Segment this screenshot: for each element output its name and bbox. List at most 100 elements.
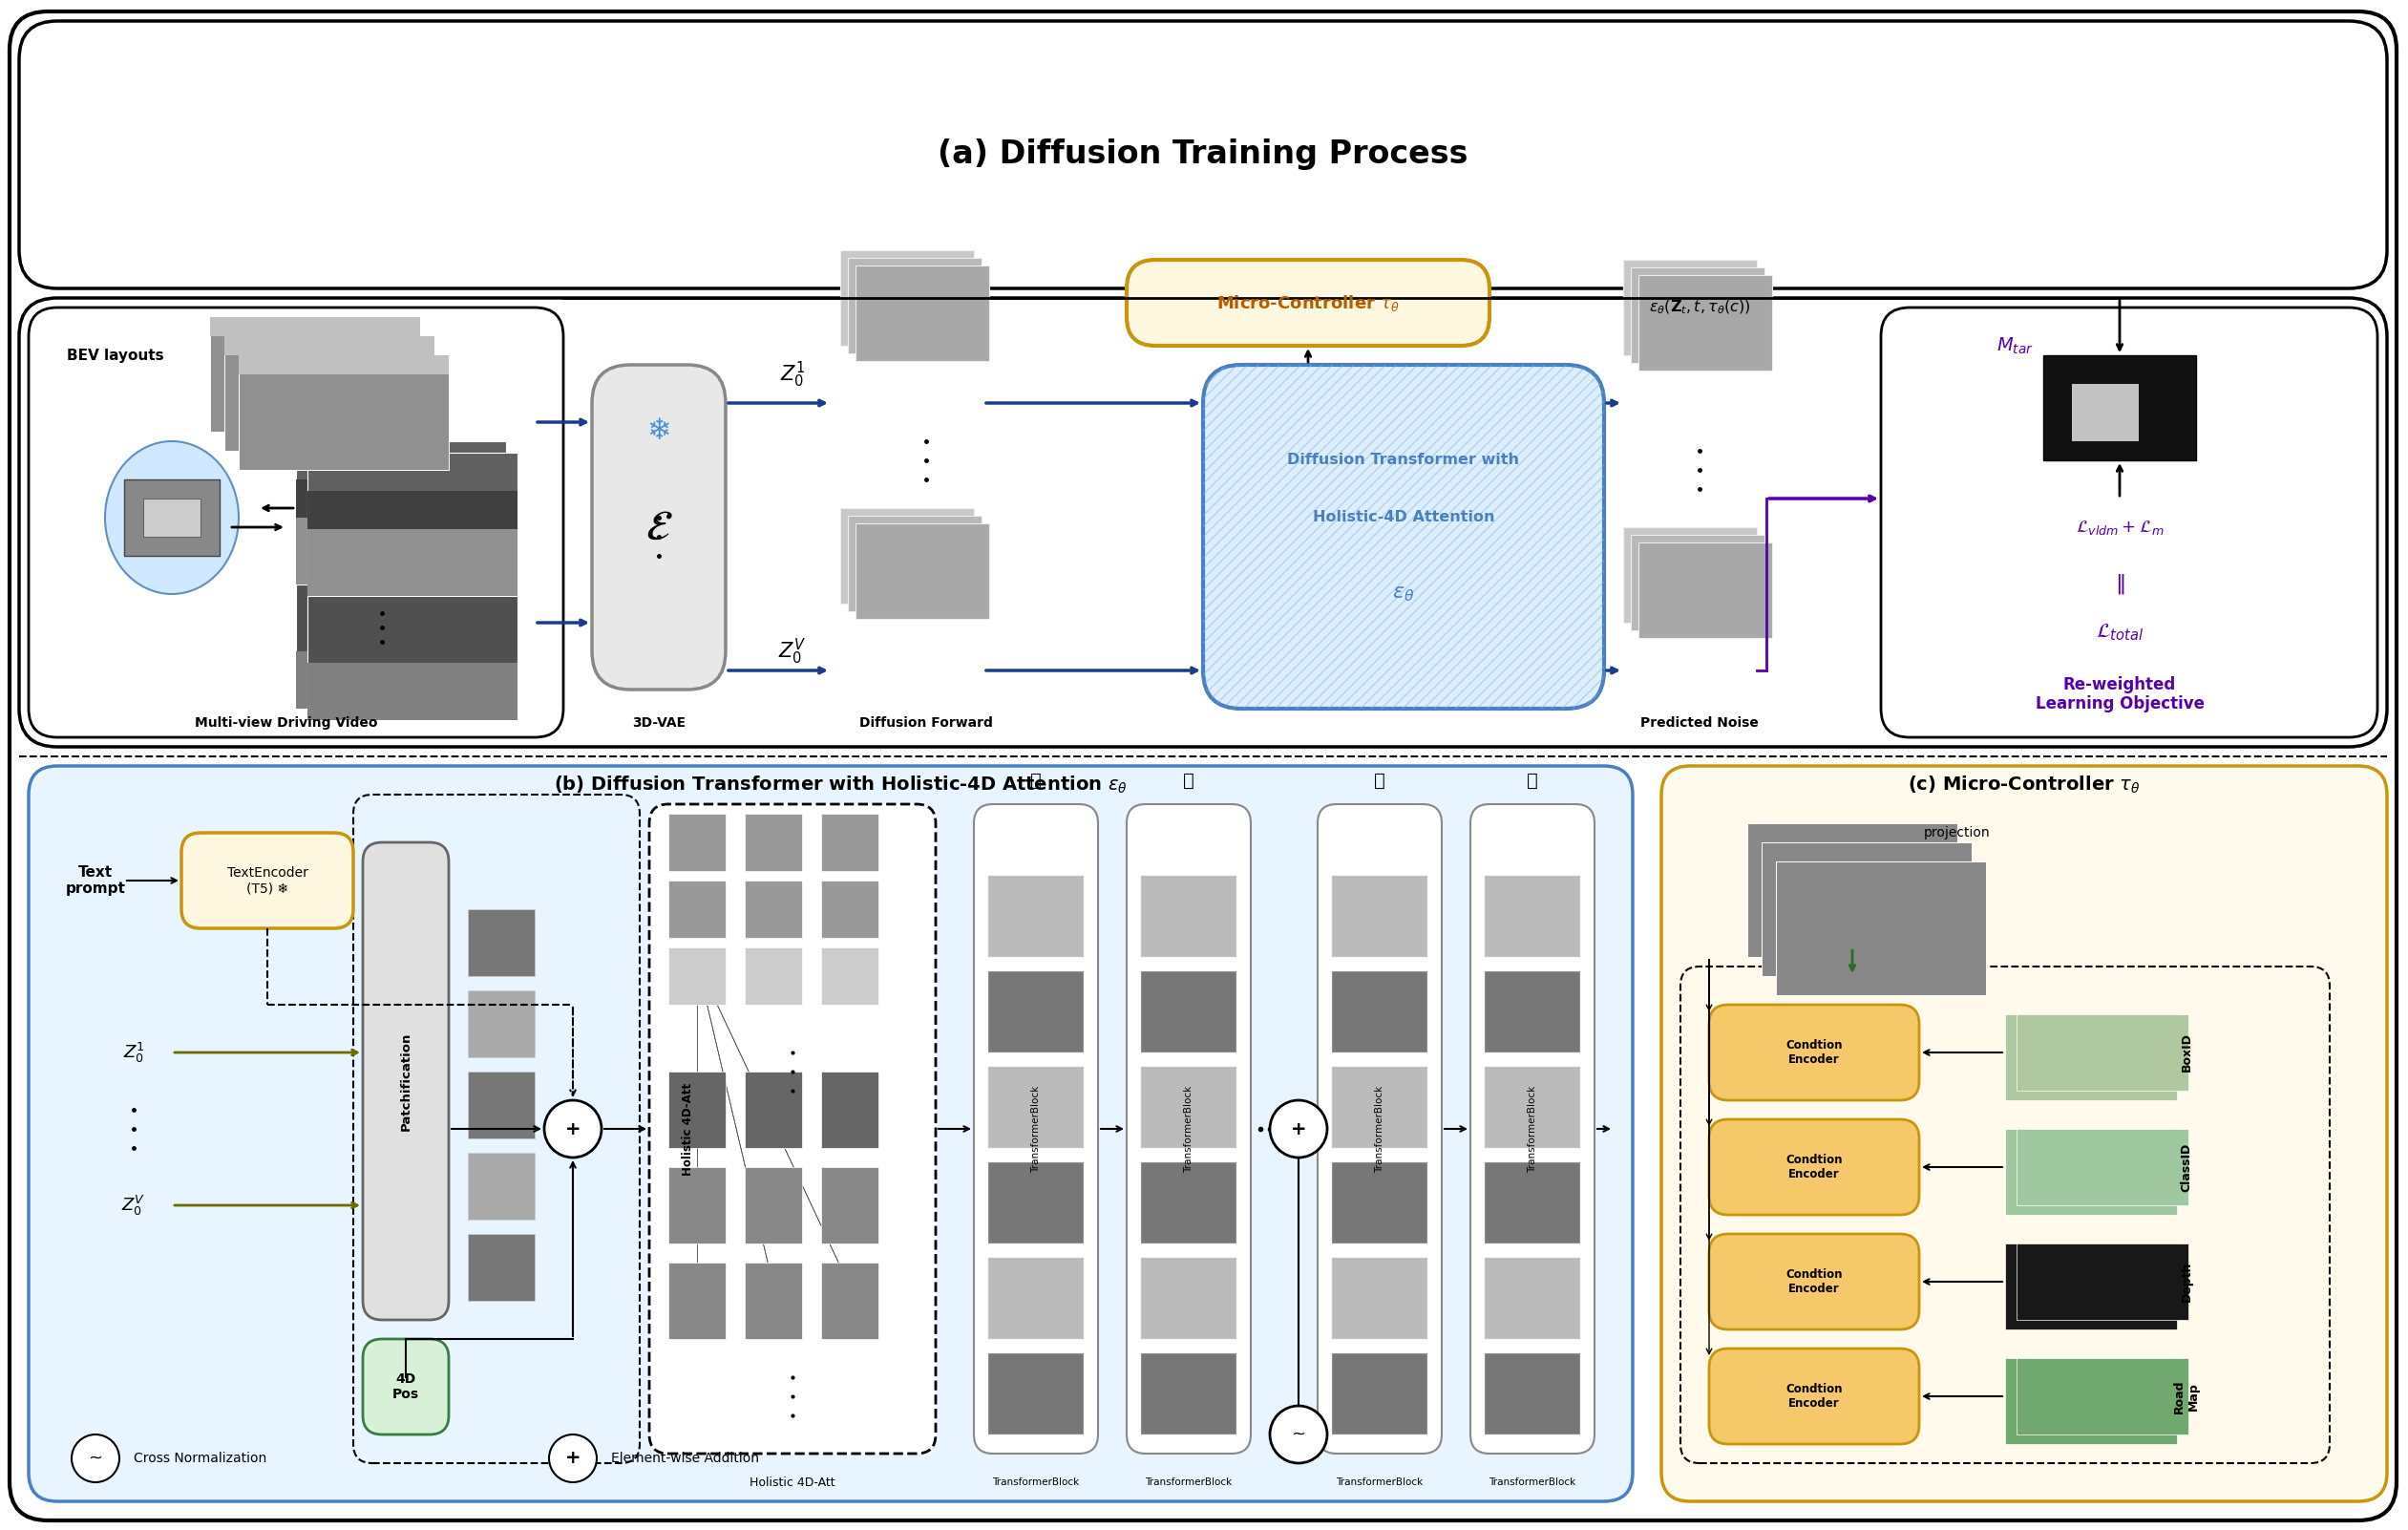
Text: Multi-view Driving Video: Multi-view Driving Video [195, 716, 378, 730]
FancyBboxPatch shape [1710, 1120, 1919, 1215]
Text: ~: ~ [1291, 1426, 1305, 1443]
Bar [224, 337, 433, 355]
Text: 🔥: 🔥 [1031, 771, 1043, 789]
Bar [2006, 1129, 2177, 1215]
FancyBboxPatch shape [1127, 805, 1250, 1454]
Circle shape [1269, 1406, 1327, 1463]
Text: Condtion
Encoder: Condtion Encoder [1787, 1039, 1842, 1066]
Bar [1141, 1258, 1235, 1339]
Text: Holistic 4D-Att: Holistic 4D-Att [749, 1476, 836, 1489]
Bar [1141, 1354, 1235, 1435]
Text: BoxID: BoxID [2179, 1033, 2194, 1073]
Bar [987, 1066, 1084, 1148]
Bar [1630, 268, 1765, 363]
Bar [308, 491, 518, 529]
Bar [296, 652, 506, 708]
Bar [821, 947, 879, 1005]
Bar [1332, 1163, 1428, 1244]
Text: $\mathcal{L}_{vldm} + \mathcal{L}_m$: $\mathcal{L}_{vldm} + \mathcal{L}_m$ [2076, 519, 2165, 536]
FancyBboxPatch shape [1471, 805, 1594, 1454]
Bar [1748, 823, 1958, 956]
Text: $\mathcal{L}_{total}$: $\mathcal{L}_{total}$ [2095, 621, 2143, 643]
Text: $\epsilon_\theta$: $\epsilon_\theta$ [1392, 584, 1413, 604]
Bar [467, 909, 535, 976]
Text: Patchification: Patchification [400, 1031, 412, 1131]
Bar [308, 662, 518, 721]
Text: +: + [566, 1449, 580, 1467]
FancyBboxPatch shape [1127, 260, 1491, 346]
Text: Holistic-4D Attention: Holistic-4D Attention [1312, 511, 1495, 525]
Text: Element-wise Addition: Element-wise Addition [612, 1452, 759, 1466]
Text: 🔥: 🔥 [1182, 771, 1194, 789]
Bar [848, 259, 982, 353]
Text: $Z_0^1$: $Z_0^1$ [780, 360, 804, 389]
Circle shape [1269, 1100, 1327, 1158]
Bar [2015, 1244, 2189, 1320]
Bar [1332, 1066, 1428, 1148]
Bar [2006, 1359, 2177, 1444]
Bar [209, 317, 419, 337]
Text: TransformerBlock: TransformerBlock [1336, 1478, 1423, 1487]
Bar [840, 508, 973, 604]
Text: TextEncoder
(T5) ❄: TextEncoder (T5) ❄ [226, 866, 308, 895]
Bar [308, 597, 518, 721]
Bar [467, 990, 535, 1057]
Bar [669, 1071, 725, 1148]
FancyBboxPatch shape [1710, 1348, 1919, 1444]
Text: Cross Normalization: Cross Normalization [135, 1452, 267, 1466]
Bar [669, 881, 725, 938]
FancyBboxPatch shape [19, 298, 2386, 747]
Bar [1486, 1354, 1580, 1435]
Bar [142, 499, 200, 537]
Bar [1141, 875, 1235, 956]
Bar [1486, 1258, 1580, 1339]
Bar [296, 584, 506, 708]
Ellipse shape [106, 441, 238, 594]
Text: TransformerBlock: TransformerBlock [1146, 1478, 1233, 1487]
Text: Diffusion Transformer with: Diffusion Transformer with [1288, 453, 1519, 468]
Text: Condtion
Encoder: Condtion Encoder [1787, 1268, 1842, 1294]
Text: $\mathcal{E}$: $\mathcal{E}$ [645, 506, 672, 548]
FancyBboxPatch shape [592, 364, 725, 690]
Bar [2015, 1014, 2189, 1091]
Text: projection: projection [1924, 826, 1991, 840]
Text: Depth: Depth [2179, 1261, 2194, 1302]
Circle shape [72, 1435, 120, 1483]
Bar [848, 516, 982, 612]
FancyBboxPatch shape [973, 805, 1098, 1454]
FancyBboxPatch shape [1710, 1233, 1919, 1330]
Bar [821, 814, 879, 871]
FancyBboxPatch shape [364, 1339, 448, 1435]
Bar [1763, 843, 1972, 976]
Bar [669, 814, 725, 871]
Text: TransformerBlock: TransformerBlock [1488, 1478, 1575, 1487]
Bar [308, 453, 518, 597]
Bar [744, 1071, 802, 1148]
Bar [238, 355, 448, 375]
Bar [1141, 972, 1235, 1053]
Text: +: + [566, 1120, 580, 1138]
Bar [840, 251, 973, 346]
Text: ❄: ❄ [648, 418, 672, 445]
Text: $\|$: $\|$ [2114, 572, 2124, 597]
Bar [855, 266, 990, 361]
Text: 4D
Pos: 4D Pos [393, 1372, 419, 1401]
Text: $Z_0^1$: $Z_0^1$ [123, 1040, 144, 1065]
Bar [296, 479, 506, 517]
Text: BEV layouts: BEV layouts [67, 349, 164, 363]
FancyBboxPatch shape [1881, 308, 2377, 737]
Bar [2015, 1129, 2189, 1206]
Text: $\epsilon_\theta(\mathbf{Z}_t, t, \tau_\theta(c))$: $\epsilon_\theta(\mathbf{Z}_t, t, \tau_\… [1649, 298, 1751, 317]
Bar [1332, 875, 1428, 956]
Text: Diffusion Forward: Diffusion Forward [860, 716, 992, 730]
FancyBboxPatch shape [364, 843, 448, 1320]
Text: (a) Diffusion Training Process: (a) Diffusion Training Process [937, 139, 1469, 170]
Bar [987, 972, 1084, 1053]
Bar [821, 881, 879, 938]
Bar [744, 814, 802, 871]
FancyBboxPatch shape [29, 308, 563, 737]
Bar [209, 317, 419, 431]
Text: $M_{tar}$: $M_{tar}$ [1996, 335, 2032, 356]
FancyBboxPatch shape [29, 767, 1633, 1501]
Bar [1486, 875, 1580, 956]
